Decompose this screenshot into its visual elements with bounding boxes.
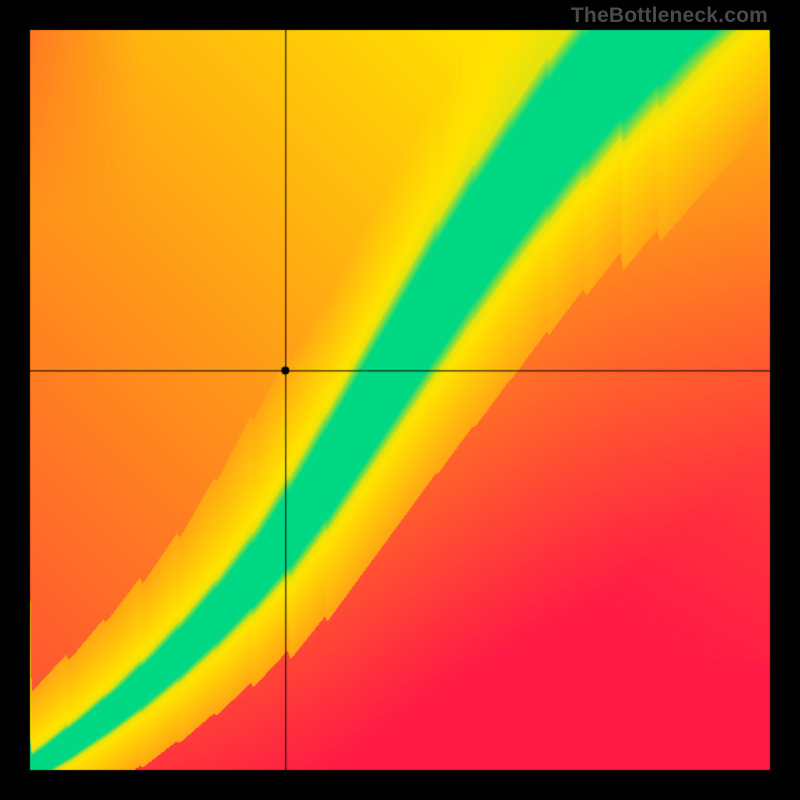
heatmap-canvas: [0, 0, 800, 800]
watermark-text: TheBottleneck.com: [571, 4, 768, 28]
chart-container: TheBottleneck.com: [0, 0, 800, 800]
